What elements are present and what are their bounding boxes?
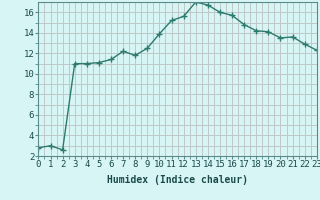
X-axis label: Humidex (Indice chaleur): Humidex (Indice chaleur) bbox=[107, 175, 248, 185]
